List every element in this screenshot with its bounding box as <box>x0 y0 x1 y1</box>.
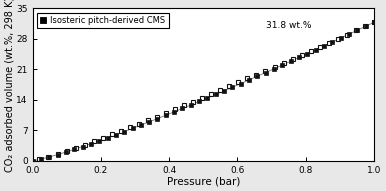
X-axis label: Pressure (bar): Pressure (bar) <box>167 176 240 186</box>
Y-axis label: CO₂ adsorbed volume (wt.%, 298 K): CO₂ adsorbed volume (wt.%, 298 K) <box>5 0 15 172</box>
Text: 31.8 wt.%: 31.8 wt.% <box>266 21 312 30</box>
Legend: Isosteric pitch-derived CMS: Isosteric pitch-derived CMS <box>37 13 169 28</box>
